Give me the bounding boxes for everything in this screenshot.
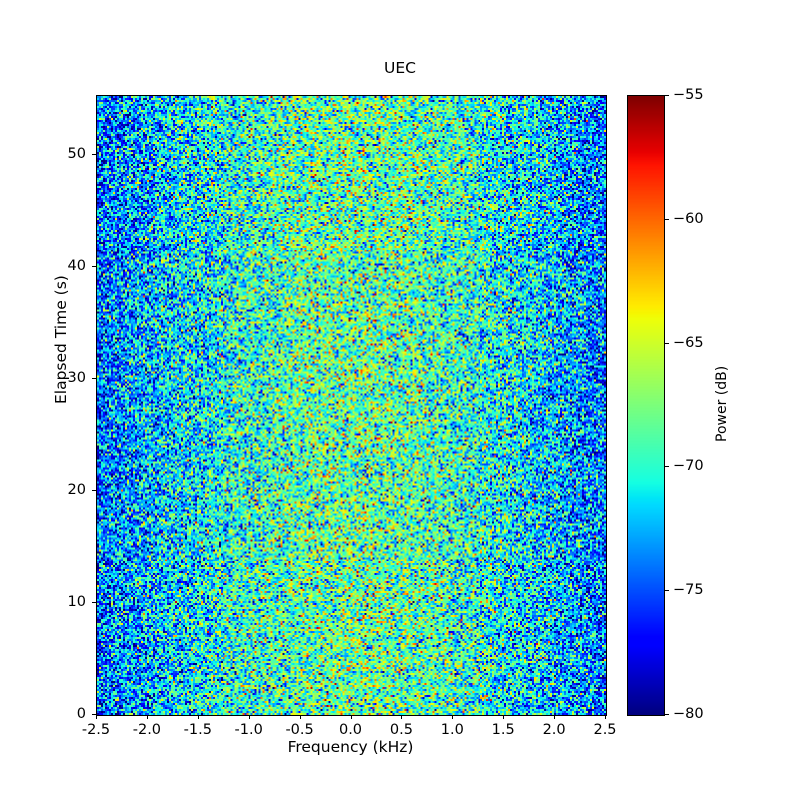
colorbar-label: Power (dB): [714, 365, 730, 442]
x-tick: [401, 715, 403, 719]
y-tick: [92, 714, 96, 716]
y-tick-label: 40: [67, 258, 86, 275]
y-tick: [92, 154, 96, 156]
y-tick-label: 50: [67, 146, 86, 163]
y-tick: [92, 490, 96, 492]
y-tick-label: 30: [67, 370, 86, 387]
x-tick-label: 0.5: [389, 722, 413, 738]
colorbar-tick-label: −65: [673, 334, 704, 351]
colorbar-tick-label: −60: [673, 210, 704, 227]
colorbar-gradient: [628, 96, 664, 715]
x-tick-label: -1.5: [183, 722, 212, 738]
x-tick: [299, 715, 301, 719]
colorbar-tick-label: −70: [673, 458, 704, 475]
colorbar-tick: [665, 590, 669, 592]
y-axis-label: Elapsed Time (s): [52, 275, 70, 404]
x-tick-label: 2.5: [593, 722, 617, 738]
colorbar-tick: [665, 342, 669, 344]
colorbar-tick-label: −75: [673, 582, 704, 599]
x-tick-label: -2.0: [132, 722, 162, 738]
x-tick-label: -2.5: [81, 722, 111, 738]
x-tick: [197, 715, 199, 719]
x-tick-label: 0.0: [338, 722, 363, 738]
x-tick: [554, 715, 556, 719]
x-tick-label: -1.0: [234, 722, 263, 738]
y-tick-label: 10: [67, 594, 86, 611]
x-tick: [146, 715, 148, 719]
spectrogram-image: [97, 96, 606, 715]
colorbar-tick: [665, 218, 669, 220]
colorbar-tick: [665, 466, 669, 468]
y-tick-label: 20: [67, 482, 86, 499]
x-axis-label: Frequency (kHz): [287, 738, 414, 756]
x-tick: [605, 715, 607, 719]
x-tick: [452, 715, 454, 719]
title-station: UEC: [384, 59, 416, 77]
colorbar: [627, 95, 665, 716]
y-tick: [92, 266, 96, 268]
y-tick: [92, 378, 96, 380]
colorbar-tick: [665, 95, 669, 97]
spectrogram-plot-area: [96, 95, 607, 716]
colorbar-tick-label: −80: [673, 706, 704, 722]
y-tick: [92, 602, 96, 604]
colorbar-tick-label: −55: [673, 87, 704, 103]
x-tick: [350, 715, 352, 719]
x-tick: [96, 715, 98, 719]
y-tick-label: 0: [76, 706, 86, 722]
colorbar-tick: [665, 714, 669, 716]
x-tick-label: -0.5: [285, 722, 314, 738]
x-tick: [248, 715, 250, 719]
x-tick-label: 1.0: [440, 722, 464, 738]
x-tick-label: 2.0: [542, 722, 566, 738]
x-tick-label: 1.5: [491, 722, 515, 738]
x-tick: [503, 715, 505, 719]
